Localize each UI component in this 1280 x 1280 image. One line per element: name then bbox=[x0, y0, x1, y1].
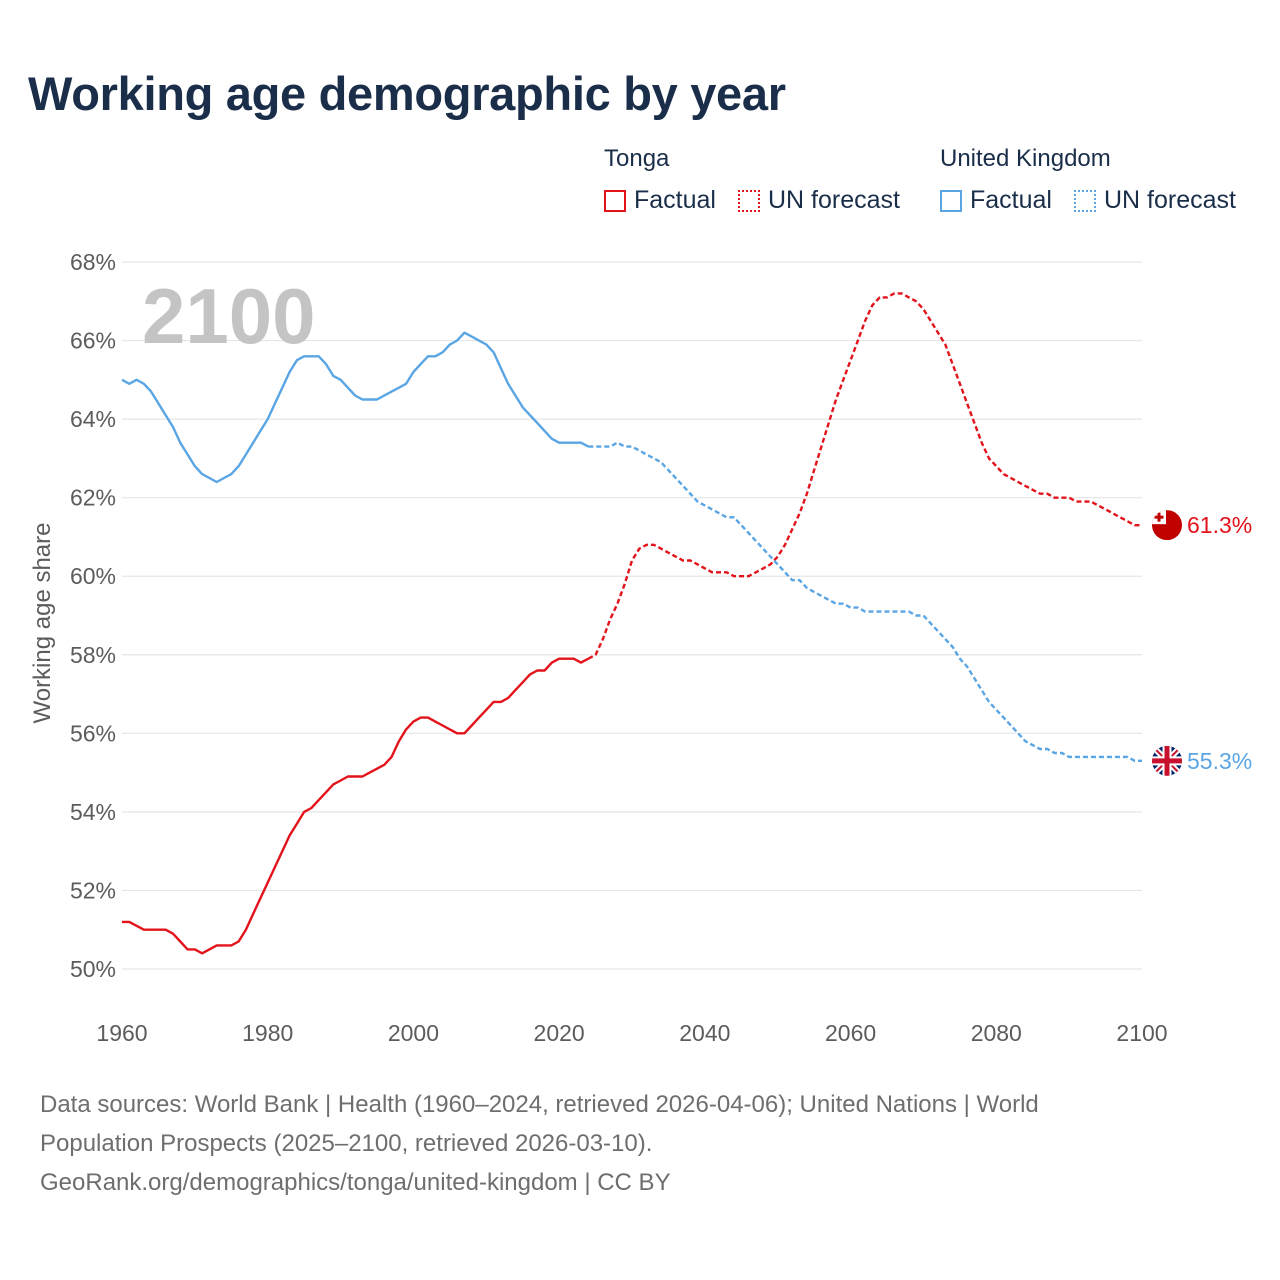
y-tick-label: 66% bbox=[70, 328, 116, 354]
flag-icon-united-kingdom bbox=[1152, 745, 1182, 776]
legend-tonga-factual[interactable]: Factual bbox=[604, 186, 716, 215]
footer-line: Population Prospects (2025–2100, retriev… bbox=[40, 1130, 653, 1157]
y-tick-label: 68% bbox=[70, 249, 116, 275]
y-tick-label: 50% bbox=[70, 956, 116, 982]
series-line-united-kingdom-forecast bbox=[588, 441, 1142, 762]
y-tick-label: 52% bbox=[70, 877, 116, 903]
legend-uk-factual[interactable]: Factual bbox=[940, 186, 1052, 215]
series-layer bbox=[121, 292, 1142, 955]
series-line-tonga-forecast bbox=[587, 292, 1142, 660]
legend-swatch-solid-icon bbox=[604, 189, 626, 212]
x-tick-label: 2000 bbox=[388, 1020, 439, 1046]
x-tick-label: 2060 bbox=[825, 1020, 876, 1046]
x-tick-label: 2080 bbox=[971, 1020, 1022, 1046]
x-tick-label: 2100 bbox=[1116, 1020, 1167, 1046]
y-tick-label: 54% bbox=[70, 799, 116, 825]
y-axis-ticks: 50% 52% 54% 56% 58% 60% 62% 64% 66% 68% bbox=[70, 249, 116, 982]
series-line-united-kingdom-factual bbox=[121, 331, 589, 484]
legend-label: Factual bbox=[970, 186, 1052, 214]
legend-swatch-dotted-icon bbox=[1074, 189, 1096, 212]
end-value-label-united-kingdom: 55.3% bbox=[1187, 748, 1252, 774]
y-tick-label: 60% bbox=[70, 563, 116, 589]
y-tick-label: 58% bbox=[70, 642, 116, 668]
y-tick-label: 56% bbox=[70, 720, 116, 746]
legend-uk-forecast[interactable]: UN forecast bbox=[1074, 186, 1236, 215]
legend-swatch-solid-icon bbox=[940, 189, 962, 212]
legend-label: Factual bbox=[634, 186, 716, 214]
y-axis-label: Working age share bbox=[29, 523, 56, 724]
legend-group-united-kingdom: United Kingdom bbox=[940, 145, 1111, 172]
year-watermark: 2100 bbox=[142, 272, 316, 360]
x-tick-label: 1980 bbox=[242, 1020, 293, 1046]
legend-label: UN forecast bbox=[1104, 186, 1236, 214]
footer-line: GeoRank.org/demographics/tonga/united-ki… bbox=[40, 1169, 671, 1196]
x-tick-label: 2020 bbox=[534, 1020, 585, 1046]
legend-swatch-dotted-icon bbox=[738, 189, 760, 212]
gridlines bbox=[122, 261, 1142, 970]
x-axis-ticks: 1960 1980 2000 2020 2040 2060 2080 2100 bbox=[96, 1020, 1167, 1046]
chart-title: Working age demographic by year bbox=[28, 67, 786, 120]
legend-tonga-forecast[interactable]: UN forecast bbox=[738, 186, 900, 215]
line-chart: 2100 50% 52% 54% 56% 58% 60% 62% 64% 66% 68% 1960… bbox=[29, 249, 1252, 1046]
series-line-tonga-factual bbox=[122, 657, 589, 955]
y-tick-label: 62% bbox=[70, 485, 116, 511]
x-tick-label: 1960 bbox=[96, 1020, 147, 1046]
flag-icon-tonga bbox=[1152, 510, 1182, 541]
footer-line: Data sources: World Bank | Health (1960–… bbox=[40, 1091, 1039, 1118]
footer-sources: Data sources: World Bank | Health (1960–… bbox=[40, 1085, 1240, 1202]
legend-group-tonga: Tonga bbox=[604, 145, 670, 172]
y-tick-label: 64% bbox=[70, 406, 116, 432]
end-markers: 61.3% 55.3% bbox=[1152, 510, 1252, 776]
legend-label: UN forecast bbox=[768, 186, 900, 214]
end-value-label-tonga: 61.3% bbox=[1187, 512, 1252, 538]
x-tick-label: 2040 bbox=[679, 1020, 730, 1046]
